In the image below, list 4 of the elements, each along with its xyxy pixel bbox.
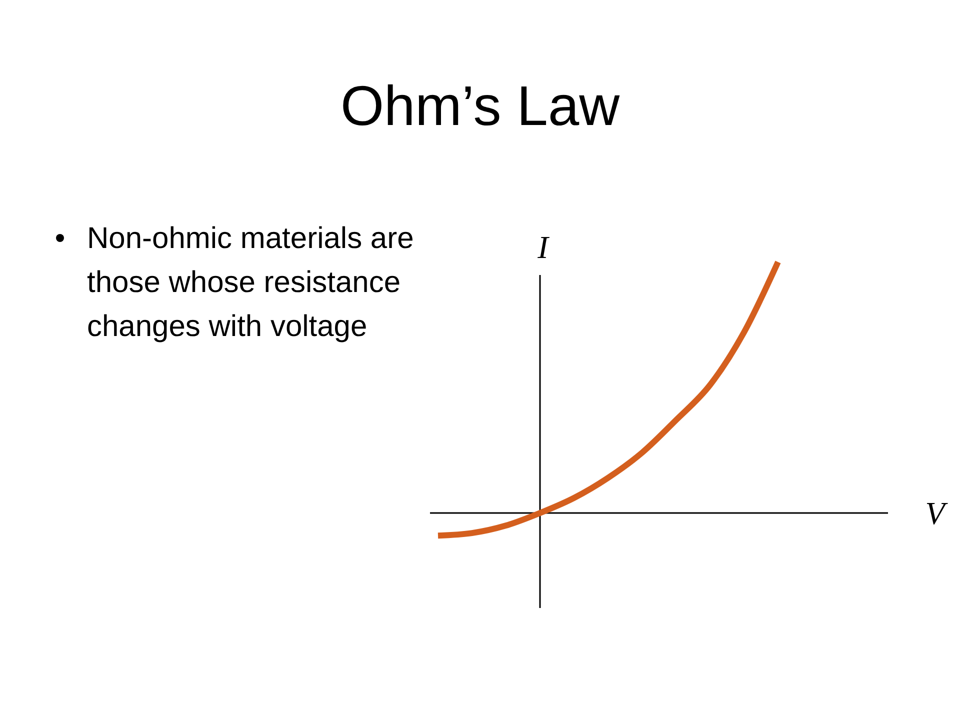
text: Non-ohmic materials are those whose resistance changes with voltage — [87, 222, 414, 343]
x-axis-title: V — [925, 495, 948, 531]
y-axis-title: I — [536, 229, 550, 265]
chart-title: Ohm’s Law — [340, 74, 620, 137]
